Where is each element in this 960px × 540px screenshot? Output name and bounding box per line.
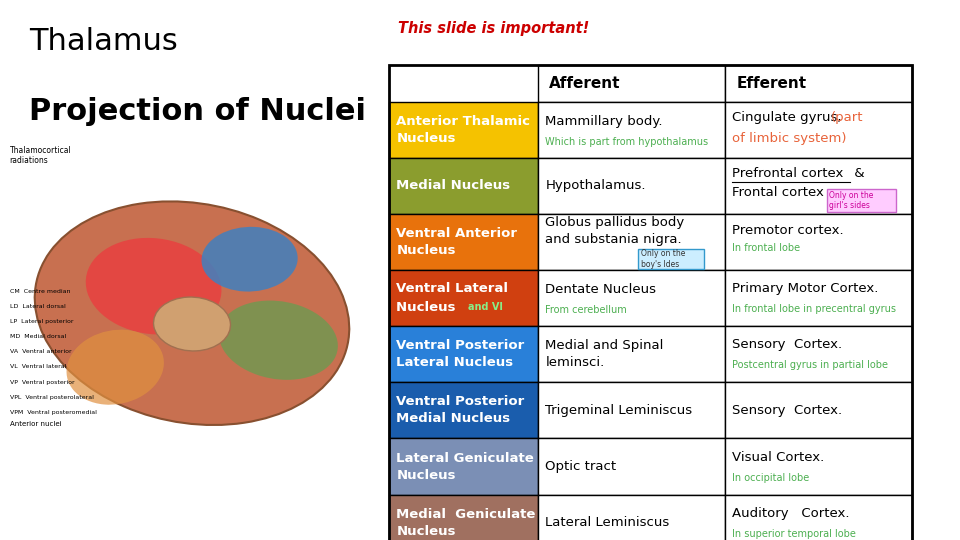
Bar bbox=[638, 248, 704, 269]
Ellipse shape bbox=[66, 330, 164, 404]
Bar bbox=[725, 382, 912, 438]
Bar bbox=[538, 326, 725, 382]
Text: of limbic system): of limbic system) bbox=[732, 132, 847, 145]
Text: In frontal lobe: In frontal lobe bbox=[732, 242, 801, 253]
Text: Ventral Posterior
Medial Nucleus: Ventral Posterior Medial Nucleus bbox=[396, 395, 525, 426]
Bar bbox=[538, 382, 725, 438]
Text: Globus pallidus body
and substania nigra.: Globus pallidus body and substania nigra… bbox=[545, 215, 684, 246]
Bar bbox=[389, 102, 538, 158]
Text: Thalamocortical
radiations: Thalamocortical radiations bbox=[10, 146, 71, 165]
Text: Projection of Nuclei: Projection of Nuclei bbox=[29, 97, 366, 126]
Bar bbox=[538, 270, 725, 326]
Bar bbox=[725, 65, 912, 102]
Text: Ventral Posterior
Lateral Nucleus: Ventral Posterior Lateral Nucleus bbox=[396, 339, 525, 369]
Bar bbox=[538, 102, 725, 158]
Text: Optic tract: Optic tract bbox=[545, 460, 616, 473]
Bar bbox=[5, 130, 374, 524]
Bar bbox=[725, 102, 912, 158]
Text: Auditory   Cortex.: Auditory Cortex. bbox=[732, 507, 850, 519]
Bar bbox=[389, 495, 538, 540]
Text: Ventral Anterior
Nucleus: Ventral Anterior Nucleus bbox=[396, 227, 517, 257]
Text: CM  Centre median: CM Centre median bbox=[10, 289, 70, 294]
Bar bbox=[389, 65, 912, 540]
Text: Dentate Nucleus: Dentate Nucleus bbox=[545, 283, 657, 296]
Bar bbox=[827, 189, 896, 212]
Text: Medial and Spinal
leminsci.: Medial and Spinal leminsci. bbox=[545, 339, 663, 369]
Text: VA  Ventral anterior: VA Ventral anterior bbox=[10, 349, 71, 354]
Text: Premotor cortex.: Premotor cortex. bbox=[732, 224, 844, 237]
Text: Trigeminal Leminiscus: Trigeminal Leminiscus bbox=[545, 404, 692, 417]
Text: Hypothalamus.: Hypothalamus. bbox=[545, 179, 646, 192]
Text: Afferent: Afferent bbox=[549, 76, 620, 91]
Text: MD  Medial dorsal: MD Medial dorsal bbox=[10, 334, 66, 339]
Bar bbox=[725, 326, 912, 382]
Text: LP  Lateral posterior: LP Lateral posterior bbox=[10, 319, 73, 324]
Ellipse shape bbox=[85, 238, 222, 334]
Text: Sensory  Cortex.: Sensory Cortex. bbox=[732, 338, 843, 351]
Bar bbox=[725, 438, 912, 495]
Text: Lateral Geniculate
Nucleus: Lateral Geniculate Nucleus bbox=[396, 451, 534, 482]
Text: (part: (part bbox=[830, 111, 863, 124]
Text: VPM  Ventral posteromedial: VPM Ventral posteromedial bbox=[10, 410, 96, 415]
Bar bbox=[389, 438, 538, 495]
Text: Postcentral gyrus in partial lobe: Postcentral gyrus in partial lobe bbox=[732, 361, 889, 370]
Text: From cerebellum: From cerebellum bbox=[545, 306, 627, 315]
Text: and VI: and VI bbox=[468, 302, 503, 312]
Text: Only on the
boy's ldes: Only on the boy's ldes bbox=[641, 249, 685, 268]
Text: Anterior nuclei: Anterior nuclei bbox=[10, 421, 61, 427]
Bar bbox=[538, 214, 725, 270]
Bar bbox=[538, 438, 725, 495]
Text: Cingulate gyrus,: Cingulate gyrus, bbox=[732, 111, 846, 124]
Text: Primary Motor Cortex.: Primary Motor Cortex. bbox=[732, 282, 878, 295]
Text: Efferent: Efferent bbox=[736, 76, 806, 91]
Text: Which is part from hypothalamus: Which is part from hypothalamus bbox=[545, 137, 708, 147]
Text: Thalamus: Thalamus bbox=[29, 27, 178, 56]
Bar bbox=[725, 270, 912, 326]
Text: Prefrontal cortex: Prefrontal cortex bbox=[732, 167, 844, 180]
Text: This slide is important!: This slide is important! bbox=[398, 21, 589, 36]
Bar bbox=[389, 326, 538, 382]
Text: Visual Cortex.: Visual Cortex. bbox=[732, 450, 825, 463]
Bar bbox=[538, 495, 725, 540]
Text: VPL  Ventral posterolateral: VPL Ventral posterolateral bbox=[10, 395, 93, 400]
Bar bbox=[389, 382, 538, 438]
Text: Medial  Geniculate
Nucleus: Medial Geniculate Nucleus bbox=[396, 508, 536, 538]
Text: &: & bbox=[850, 167, 864, 180]
Text: In frontal lobe in precentral gyrus: In frontal lobe in precentral gyrus bbox=[732, 305, 897, 314]
Text: Sensory  Cortex.: Sensory Cortex. bbox=[732, 404, 843, 417]
Bar bbox=[389, 158, 538, 214]
Text: Nucleus: Nucleus bbox=[396, 301, 461, 314]
Text: Medial Nucleus: Medial Nucleus bbox=[396, 179, 511, 192]
Text: LD  Lateral dorsal: LD Lateral dorsal bbox=[10, 304, 65, 309]
Bar bbox=[538, 65, 725, 102]
Ellipse shape bbox=[154, 297, 230, 351]
Ellipse shape bbox=[202, 227, 298, 292]
Bar bbox=[725, 158, 912, 214]
Bar bbox=[538, 158, 725, 214]
Text: Anterior Thalamic
Nucleus: Anterior Thalamic Nucleus bbox=[396, 114, 531, 145]
Ellipse shape bbox=[219, 301, 338, 380]
Text: Only on the
girl's sides: Only on the girl's sides bbox=[829, 191, 874, 210]
Text: Lateral Leminiscus: Lateral Leminiscus bbox=[545, 516, 669, 529]
Bar bbox=[389, 270, 538, 326]
Text: Frontal cortex: Frontal cortex bbox=[732, 186, 825, 199]
Text: VL  Ventral lateral: VL Ventral lateral bbox=[10, 364, 66, 369]
Text: Mammillary body.: Mammillary body. bbox=[545, 114, 662, 127]
Text: In occipital lobe: In occipital lobe bbox=[732, 473, 809, 483]
Text: Ventral Lateral: Ventral Lateral bbox=[396, 282, 509, 295]
Bar bbox=[389, 214, 538, 270]
Bar bbox=[725, 495, 912, 540]
Bar bbox=[725, 214, 912, 270]
Text: In superior temporal lobe: In superior temporal lobe bbox=[732, 529, 856, 539]
Text: VP  Ventral posterior: VP Ventral posterior bbox=[10, 380, 74, 384]
Ellipse shape bbox=[35, 201, 349, 425]
